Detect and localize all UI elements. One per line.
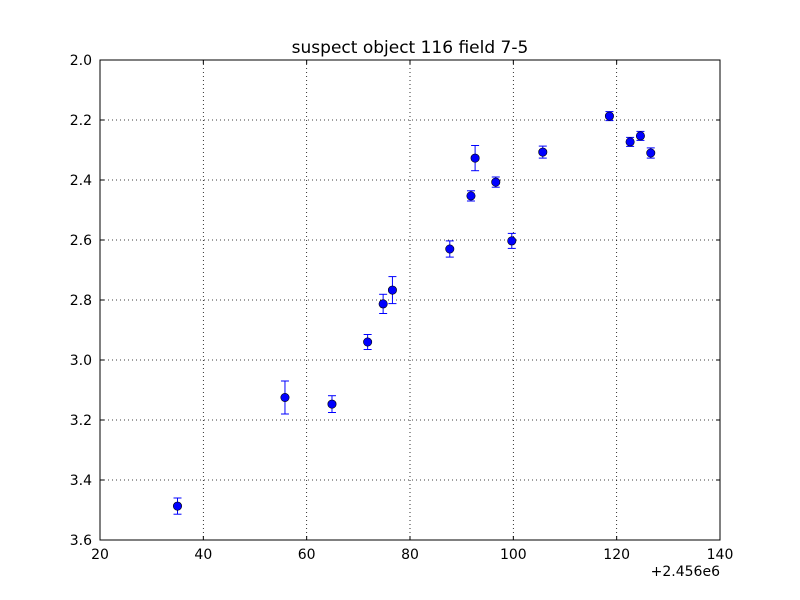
data-marker (491, 177, 501, 187)
y-tick-label: 3.2 (70, 413, 92, 429)
data-marker (466, 191, 476, 201)
data-marker (363, 337, 373, 347)
x-tick-label: 140 (707, 547, 734, 563)
data-point (466, 190, 476, 202)
y-axis: 2.0 2.2 2.4 2.6 2.8 3.0 3.2 3.4 3.6 (70, 53, 720, 549)
grid (100, 60, 720, 540)
data-marker (635, 131, 645, 141)
data-point (363, 334, 373, 350)
data-marker (470, 153, 480, 163)
data-marker (280, 392, 290, 402)
data-point (604, 111, 614, 122)
x-tick-label: 80 (401, 547, 419, 563)
data-point (280, 380, 290, 415)
data-point (387, 276, 397, 305)
y-tick-label: 2.6 (70, 233, 92, 249)
plot-frame (99, 59, 721, 541)
data-marker (327, 399, 337, 409)
data-point (625, 136, 635, 147)
y-tick-label: 2.0 (70, 53, 92, 69)
data-point (646, 147, 656, 159)
x-tick-label: 120 (603, 547, 630, 563)
data-point (470, 145, 480, 172)
data-marker (538, 147, 548, 157)
data-point (635, 130, 645, 141)
x-tick-label: 60 (298, 547, 316, 563)
x-axis: 20 40 60 80 100 120 140 (91, 60, 733, 563)
y-tick-label: 3.4 (70, 473, 92, 489)
data-marker (445, 244, 455, 254)
data-marker (604, 111, 614, 121)
y-tick-label: 3.6 (70, 533, 92, 549)
data-marker (507, 236, 517, 246)
chart-title: suspect object 116 field 7-5 (292, 38, 529, 58)
data-marker (173, 501, 183, 511)
data-point (378, 293, 388, 314)
data-point (327, 395, 337, 413)
data-marker (646, 148, 656, 158)
data-point (491, 176, 501, 188)
data-marker (625, 137, 635, 147)
data-point (173, 497, 183, 515)
y-tick-label: 2.4 (70, 173, 92, 189)
y-tick-label: 3.0 (70, 353, 92, 369)
data-series (173, 111, 656, 515)
x-tick-label: 100 (500, 547, 527, 563)
data-point (538, 145, 548, 159)
data-marker (387, 285, 397, 295)
y-tick-label: 2.2 (70, 113, 92, 129)
data-point (445, 240, 455, 258)
x-tick-label: 40 (194, 547, 212, 563)
x-offset-label: +2.456e6 (651, 564, 720, 580)
data-point (507, 232, 517, 249)
y-tick-label: 2.8 (70, 293, 92, 309)
data-marker (378, 299, 388, 309)
x-tick-label: 20 (91, 547, 109, 563)
